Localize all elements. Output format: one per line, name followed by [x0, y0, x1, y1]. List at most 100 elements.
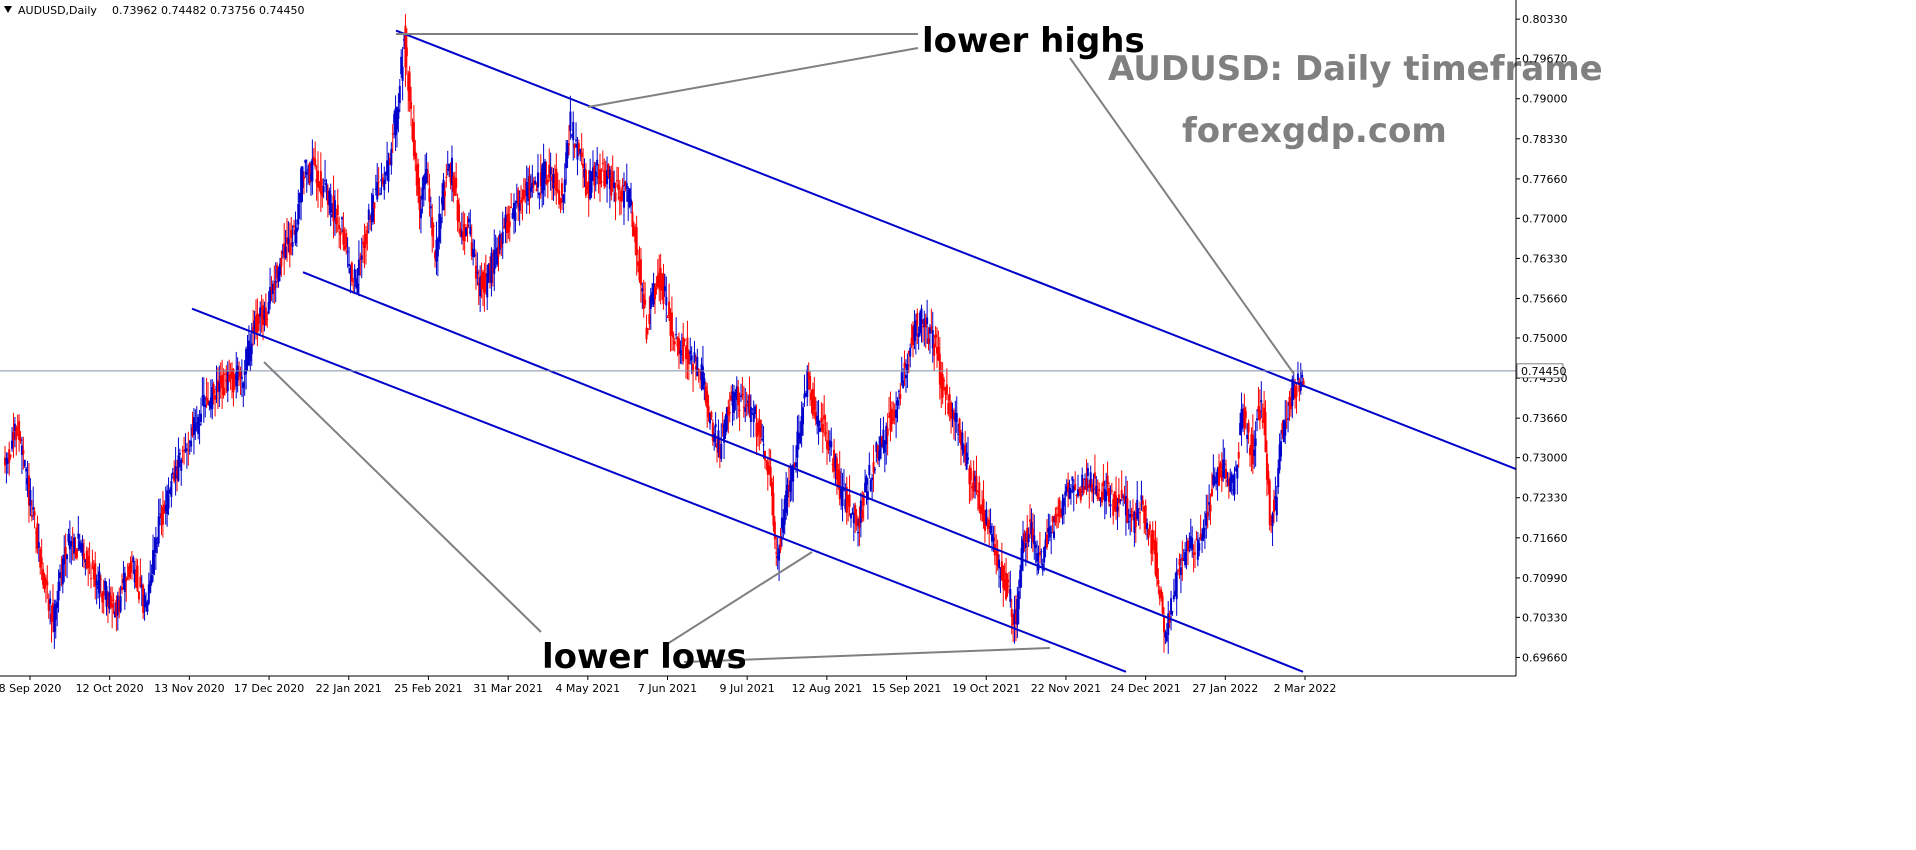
candle-bear: [225, 379, 228, 382]
candle-bull: [380, 179, 383, 182]
candle-bear: [672, 333, 675, 338]
candle-bull: [421, 187, 424, 200]
candle-bull: [802, 407, 805, 425]
candle-bear: [1060, 514, 1063, 518]
candle-bull: [549, 167, 552, 175]
current-price-tag: 0.74450: [1516, 363, 1567, 379]
y-tick-label: 0.78330: [1522, 133, 1568, 146]
candle-bull: [1053, 531, 1056, 539]
candle-bear: [85, 550, 88, 569]
candle-bear: [1096, 492, 1099, 500]
candle-bear: [707, 406, 710, 418]
candle-bull: [869, 479, 872, 491]
candle-bull: [665, 296, 668, 306]
candle-bull: [419, 208, 422, 219]
candle-bull: [513, 202, 516, 215]
candle-bull: [476, 271, 479, 274]
candle-bear: [611, 171, 614, 187]
candle-bull: [152, 550, 155, 575]
candle-bull: [1064, 491, 1067, 496]
candle-bear: [1206, 511, 1209, 517]
candle-bear: [1237, 451, 1240, 459]
y-tick-label: 0.71660: [1522, 532, 1568, 545]
candle-bull: [305, 171, 308, 175]
candle-bear: [670, 312, 673, 336]
candle-bull: [496, 247, 499, 265]
candle-bear: [477, 282, 480, 286]
candle-bull: [195, 422, 198, 424]
candle-bull: [1291, 378, 1294, 407]
candle-bull: [295, 227, 298, 233]
candle-bear: [64, 547, 67, 558]
candle-bull: [469, 227, 472, 235]
candle-bear: [99, 578, 102, 580]
candle-bull: [291, 242, 294, 247]
candle-bear: [1249, 448, 1252, 456]
candle-bear: [759, 419, 762, 438]
candle-bull: [1260, 400, 1263, 403]
candle-bull: [1299, 381, 1302, 391]
candle-bear: [238, 377, 241, 379]
candle-bull: [591, 167, 594, 181]
candle-bear: [981, 504, 984, 515]
candle-bull: [525, 182, 528, 197]
candle-bear: [793, 463, 796, 466]
trendline-channel-lower: [191, 307, 1127, 673]
plot-area: [0, 0, 1516, 676]
candle-bull: [844, 499, 847, 510]
candle-bear: [886, 428, 889, 436]
candle-bear: [126, 577, 129, 579]
candle-bull: [271, 283, 274, 295]
candle-bull: [215, 385, 218, 390]
candle-bear: [779, 536, 782, 550]
candle-bear: [455, 177, 458, 189]
candle-bull: [346, 251, 349, 253]
candle-bear: [266, 318, 269, 320]
candle-bear: [137, 591, 140, 600]
candle-bear: [618, 196, 621, 199]
candle-bull: [325, 183, 328, 193]
candle-bull: [298, 193, 301, 203]
candle-bull: [725, 407, 728, 430]
candle-bear: [600, 180, 603, 183]
candle-bear: [1085, 478, 1088, 490]
candle-bear: [1285, 418, 1288, 421]
candle-bear: [1148, 524, 1151, 530]
candle-bear: [741, 393, 744, 395]
candle-bull: [594, 171, 597, 177]
candle-bear: [410, 101, 413, 109]
candle-bull: [401, 66, 404, 81]
candle-bull: [1122, 496, 1125, 498]
candle-bear: [1161, 595, 1164, 614]
candle-bear: [232, 369, 235, 393]
lower-highs-pointer-3: [1069, 57, 1295, 375]
candle-bear: [1100, 491, 1103, 503]
candle-bull: [153, 555, 156, 557]
candle-bull: [501, 231, 504, 244]
candle-bull: [170, 480, 173, 497]
candle-bull: [53, 606, 56, 632]
candle-bear: [1010, 608, 1013, 617]
candle-bear: [888, 416, 891, 418]
candle-bear: [1098, 489, 1101, 492]
candle-bear: [903, 362, 906, 368]
candle-bull: [353, 269, 356, 280]
candle-bull: [896, 400, 899, 406]
candle-bear: [1270, 520, 1273, 522]
candle-bull: [1048, 526, 1051, 538]
candle-bull: [1124, 496, 1127, 516]
candle-bear: [1192, 552, 1195, 555]
candle-bear: [673, 341, 676, 345]
candle-bear: [937, 346, 940, 361]
candle-bear: [969, 467, 972, 481]
candle-bear: [756, 429, 759, 436]
candle-bull: [425, 168, 428, 184]
candle-bear: [976, 495, 979, 497]
candle-bear: [1209, 504, 1212, 512]
candle-bear: [1051, 516, 1054, 522]
y-tick-label: 0.77660: [1522, 173, 1568, 186]
candle-bull: [806, 369, 809, 397]
candle-bear: [452, 176, 455, 192]
lower-lows-pointer-3: [683, 647, 1051, 663]
candle-bear: [768, 465, 771, 474]
